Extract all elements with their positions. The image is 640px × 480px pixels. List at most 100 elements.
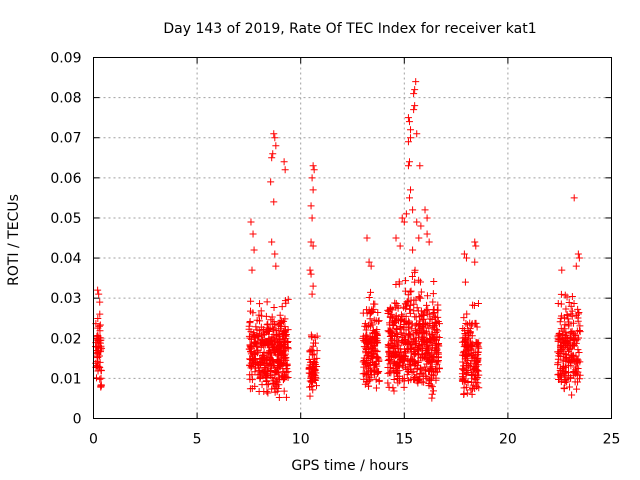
data-point [367,262,375,270]
data-point [390,375,398,383]
data-point [390,354,398,362]
data-point [364,351,372,359]
data-point [574,378,582,386]
data-point [565,320,573,328]
data-point [308,333,316,341]
data-point [250,246,258,254]
data-point [253,343,261,351]
data-point [94,353,102,361]
data-point [372,384,380,392]
data-point [474,357,482,365]
data-point [312,382,320,390]
data-point [365,382,373,390]
data-point [566,374,574,382]
data-point [247,297,255,305]
data-point [96,339,104,347]
data-point [404,368,412,376]
data-point [570,300,578,308]
data-point [466,328,474,336]
data-point [412,349,420,357]
data-point [251,350,259,358]
data-point [270,130,278,138]
data-point [574,250,582,258]
data-point [409,206,417,214]
data-point [280,337,288,345]
data-point [411,102,419,110]
data-point [275,319,283,327]
data-point [248,266,256,274]
y-tick-label: 0.08 [50,91,81,107]
data-point [267,178,275,186]
data-point [425,324,433,332]
data-point [567,357,575,365]
y-axis-label: ROTI / TECUs [6,194,22,286]
data-point [572,370,580,378]
data-point [567,345,575,353]
data-point [432,325,440,333]
data-point [268,313,276,321]
data-point [257,369,265,377]
data-point [96,375,104,383]
data-point [464,378,472,386]
data-point [573,371,581,379]
data-point [429,334,437,342]
data-point [574,310,582,318]
data-point [370,371,378,379]
data-point [565,369,573,377]
data-point [564,341,572,349]
data-point [429,322,437,330]
data-point [363,323,371,331]
data-point [250,360,258,368]
data-point [367,288,375,296]
data-point [367,309,375,317]
data-point [416,375,424,383]
data-point [306,377,314,385]
data-point [365,294,373,302]
data-point [361,320,369,328]
data-point [409,246,417,254]
data-point [257,343,265,351]
data-point [430,387,438,395]
data-point [255,388,263,396]
data-point [559,327,567,335]
data-point [366,310,374,318]
data-point [369,342,377,350]
data-point [393,341,401,349]
data-point [373,338,381,346]
data-point [386,321,394,329]
data-point [562,305,570,313]
data-point [270,198,278,206]
data-point [390,387,398,395]
data-point [569,351,577,359]
data-point [391,299,399,307]
data-point [557,352,565,360]
data-point [570,335,578,343]
data-point [461,355,469,363]
data-point [275,335,283,343]
data-point [402,326,410,334]
data-point [248,345,256,353]
data-point [404,162,412,170]
data-point [273,355,281,363]
data-point [269,326,277,334]
data-point [558,266,566,274]
data-point [462,361,470,369]
data-point [249,309,257,317]
data-point [560,340,568,348]
data-point [253,316,261,324]
plot-frame [93,57,612,419]
data-point [411,268,419,276]
data-point [410,106,418,114]
data-point [248,357,256,365]
data-point [363,331,371,339]
data-point [372,376,380,384]
data-point [423,214,431,222]
data-point [403,371,411,379]
data-point [362,344,370,352]
data-point [280,158,288,166]
data-point [418,353,426,361]
data-point [267,361,275,369]
data-point [428,394,436,402]
data-point [429,290,437,298]
data-point [309,282,317,290]
